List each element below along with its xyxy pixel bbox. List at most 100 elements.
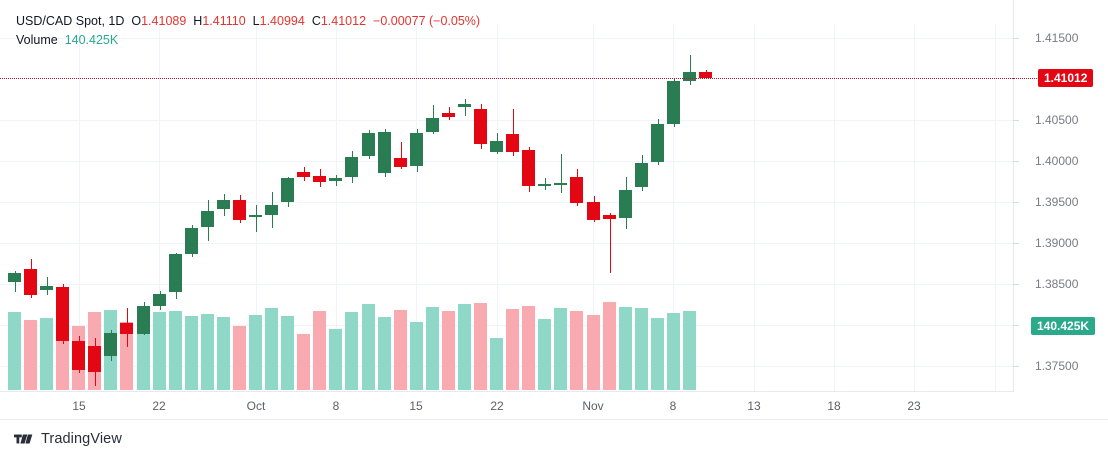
volume-bar — [458, 304, 471, 390]
candlestick — [570, 24, 583, 391]
volume-bar — [8, 312, 21, 390]
volume-bar — [410, 322, 423, 390]
candlestick — [40, 24, 53, 391]
candle-body — [265, 205, 278, 216]
time-tick-label: 8 — [669, 399, 677, 413]
candlestick — [619, 24, 632, 391]
tradingview-logo[interactable]: TradingView — [14, 431, 122, 447]
volume-bar — [619, 307, 632, 390]
time-tick-label: 22 — [490, 399, 504, 413]
time-tick-label: 15 — [72, 399, 86, 413]
volume-bar — [570, 311, 583, 390]
volume-bar — [120, 322, 133, 390]
candlestick — [281, 24, 294, 391]
price-tick-dash — [1013, 38, 1019, 39]
candle-wick — [610, 213, 611, 273]
candlestick — [313, 24, 326, 391]
volume-bar — [153, 312, 166, 390]
candle-body — [329, 178, 342, 182]
candle-wick — [561, 154, 562, 193]
volume-bar — [651, 318, 664, 390]
candle-body — [667, 81, 680, 125]
candlestick — [442, 24, 455, 391]
volume-bar — [217, 317, 230, 390]
volume-bar — [603, 302, 616, 390]
candle-body — [394, 157, 407, 167]
candle-wick — [465, 98, 466, 116]
time-tick-label: 18 — [827, 399, 841, 413]
chart-plot-area[interactable] — [0, 24, 1013, 408]
candle-body — [249, 215, 262, 217]
candlestick — [474, 24, 487, 391]
candle-body — [72, 341, 85, 371]
time-scale[interactable]: 15 22 Oct 8 15 22 Nov 8 13 18 23 — [0, 392, 1108, 420]
last-price-badge[interactable]: 1.41012 — [1038, 69, 1094, 88]
time-gridline — [995, 24, 996, 391]
price-tick-label: 1.39500 — [1035, 195, 1079, 209]
candle-body — [120, 322, 133, 334]
candlestick — [137, 24, 150, 391]
volume-bar — [169, 311, 182, 390]
candlestick — [410, 24, 423, 391]
candle-body — [490, 141, 503, 152]
candlestick — [667, 24, 680, 391]
candle-body — [410, 133, 423, 166]
candle-wick — [256, 205, 257, 233]
volume-value-badge[interactable]: 140.425K — [1031, 317, 1096, 335]
time-gridline — [497, 24, 498, 391]
candlestick — [345, 24, 358, 391]
time-tick-label: 23 — [907, 399, 921, 413]
volume-bar — [522, 306, 535, 390]
candle-body — [635, 163, 648, 188]
time-gridline — [336, 24, 337, 391]
time-tick-label: Oct — [246, 399, 266, 413]
time-gridline — [914, 24, 915, 391]
candlestick — [249, 24, 262, 391]
volume-bar — [506, 309, 519, 390]
price-tick-label: 1.41500 — [1035, 31, 1079, 45]
candle-body — [362, 133, 375, 157]
volume-bar — [378, 317, 391, 390]
price-tick-dash — [1013, 325, 1019, 326]
candlestick — [426, 24, 439, 391]
candlestick — [56, 24, 69, 391]
volume-bar — [265, 308, 278, 390]
candle-body — [217, 199, 230, 209]
candle-body — [442, 112, 455, 117]
volume-bar — [667, 313, 680, 390]
candle-body — [88, 345, 101, 372]
candlestick — [554, 24, 567, 391]
price-tick-dash — [1013, 161, 1019, 162]
price-tick-dash — [1013, 366, 1019, 367]
candlestick — [378, 24, 391, 391]
last-price-badge-connector — [1013, 78, 1041, 79]
candle-body — [24, 269, 37, 295]
candle-wick — [401, 142, 402, 170]
candle-body — [554, 183, 567, 185]
candlestick — [120, 24, 133, 391]
price-tick-dash — [1013, 120, 1019, 121]
volume-bar — [185, 316, 198, 390]
candle-body — [474, 109, 487, 144]
tradingview-brand-name: TradingView — [41, 431, 122, 447]
candlestick — [297, 24, 310, 391]
price-gridline — [0, 243, 1013, 244]
candlestick — [362, 24, 375, 391]
volume-bar — [281, 316, 294, 390]
candlestick — [522, 24, 535, 391]
price-tick-label: 1.40000 — [1035, 154, 1079, 168]
price-scale[interactable]: 1.41500 1.40500 1.40000 1.39500 1.39000 1.385… — [1013, 0, 1108, 416]
volume-bar — [538, 319, 551, 390]
time-gridline — [834, 24, 835, 391]
candle-body — [651, 124, 664, 162]
volume-bar — [137, 319, 150, 390]
candlestick — [394, 24, 407, 391]
candlestick — [587, 24, 600, 391]
candlestick — [8, 24, 21, 391]
pane-separator — [0, 391, 1013, 392]
candle-body — [297, 171, 310, 178]
price-tick-dash — [1013, 202, 1019, 203]
volume-bar — [635, 308, 648, 390]
candlestick — [185, 24, 198, 391]
candlestick — [153, 24, 166, 391]
